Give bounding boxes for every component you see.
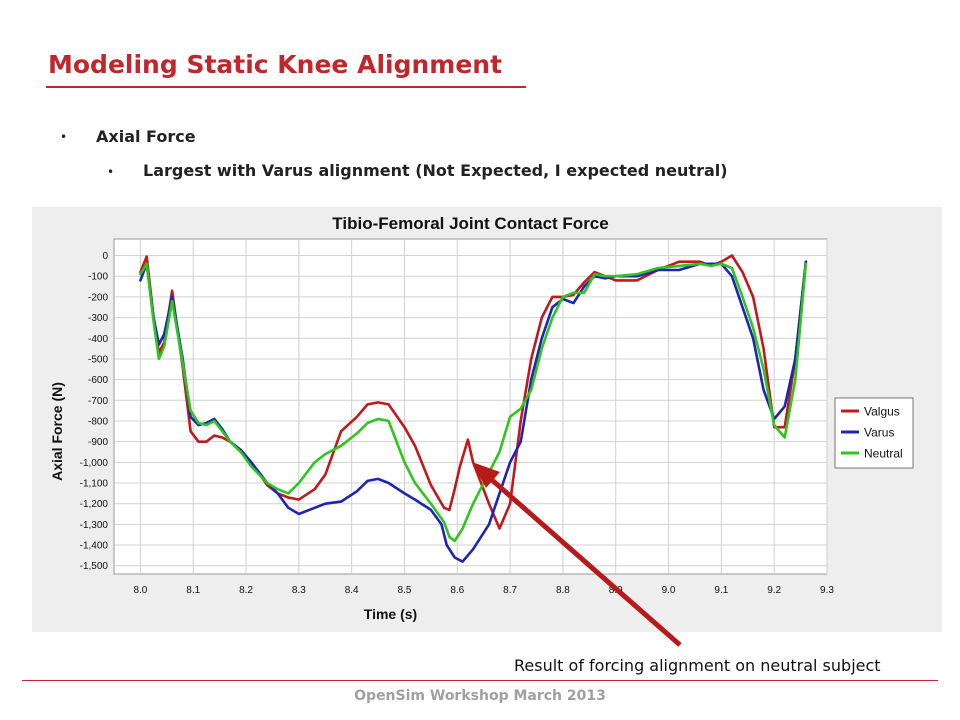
y-tick-label: -500 [88,354,108,365]
y-tick-label: -400 [88,334,108,345]
footer-text: OpenSim Workshop March 2013 [354,688,606,704]
y-tick-label: -1,300 [80,520,109,531]
x-tick-label: 9.1 [714,585,728,596]
annotation-text: Result of forcing alignment on neutral s… [514,656,881,675]
x-tick-label: 9.2 [767,585,781,596]
bullet-dot: • [60,130,68,144]
y-tick-label: -100 [88,272,108,283]
y-tick-label: -800 [88,416,108,427]
slide-title: Modeling Static Knee Alignment [48,50,503,79]
bullet-varus-note: Largest with Varus alignment (Not Expect… [143,161,728,180]
footer-rule [22,680,938,681]
y-tick-label: -700 [88,396,108,407]
series-line-neutral [139,262,808,543]
y-tick-label: -900 [88,437,108,448]
x-tick-label: 8.4 [345,585,359,596]
y-tick-label: -1,100 [80,479,109,490]
x-tick-label: 9.3 [820,585,834,596]
legend-label-valgus: Valgus [864,405,900,419]
series-line-valgus [139,254,808,530]
y-tick-label: -1,000 [80,458,109,469]
x-axis-label: Time (s) [364,606,417,622]
y-tick-label: -300 [88,313,108,324]
bullet-axial-force: Axial Force [96,127,196,146]
y-axis-label: Axial Force (N) [49,382,65,481]
x-tick-label: 8.7 [503,585,517,596]
annotation-arrow-head [472,462,500,488]
chart-title: Tibio-Femoral Joint Contact Force [332,214,608,233]
legend-label-neutral: Neutral [864,447,903,461]
chart-panel: Tibio-Femoral Joint Contact Force 0 -100 -2… [32,207,942,632]
x-tick-label: 8.8 [556,585,570,596]
x-tick-label: 9.0 [662,585,676,596]
plot-area [113,238,828,575]
x-tick-label: 8.2 [239,585,253,596]
x-tick-label: 8.6 [450,585,464,596]
y-tick-label: -200 [88,292,108,303]
x-tick-label: 8.0 [133,585,147,596]
title-underline [46,86,526,88]
annotation-arrow-line [482,471,682,647]
legend-label-varus: Varus [864,426,894,440]
y-tick-label: -1,500 [80,561,109,572]
x-tick-label: 8.1 [186,585,200,596]
x-tick-label: 8.3 [292,585,306,596]
y-tick-label: -1,200 [80,499,109,510]
sub-bullet-dot: • [107,165,115,179]
y-tick-label: 0 [102,251,108,262]
axial-force-chart: Tibio-Femoral Joint Contact Force 0 -100 -2… [49,214,914,622]
x-tick-label: 8.5 [398,585,412,596]
y-tick-label: -1,400 [80,541,109,552]
y-tick-label: -600 [88,375,108,386]
